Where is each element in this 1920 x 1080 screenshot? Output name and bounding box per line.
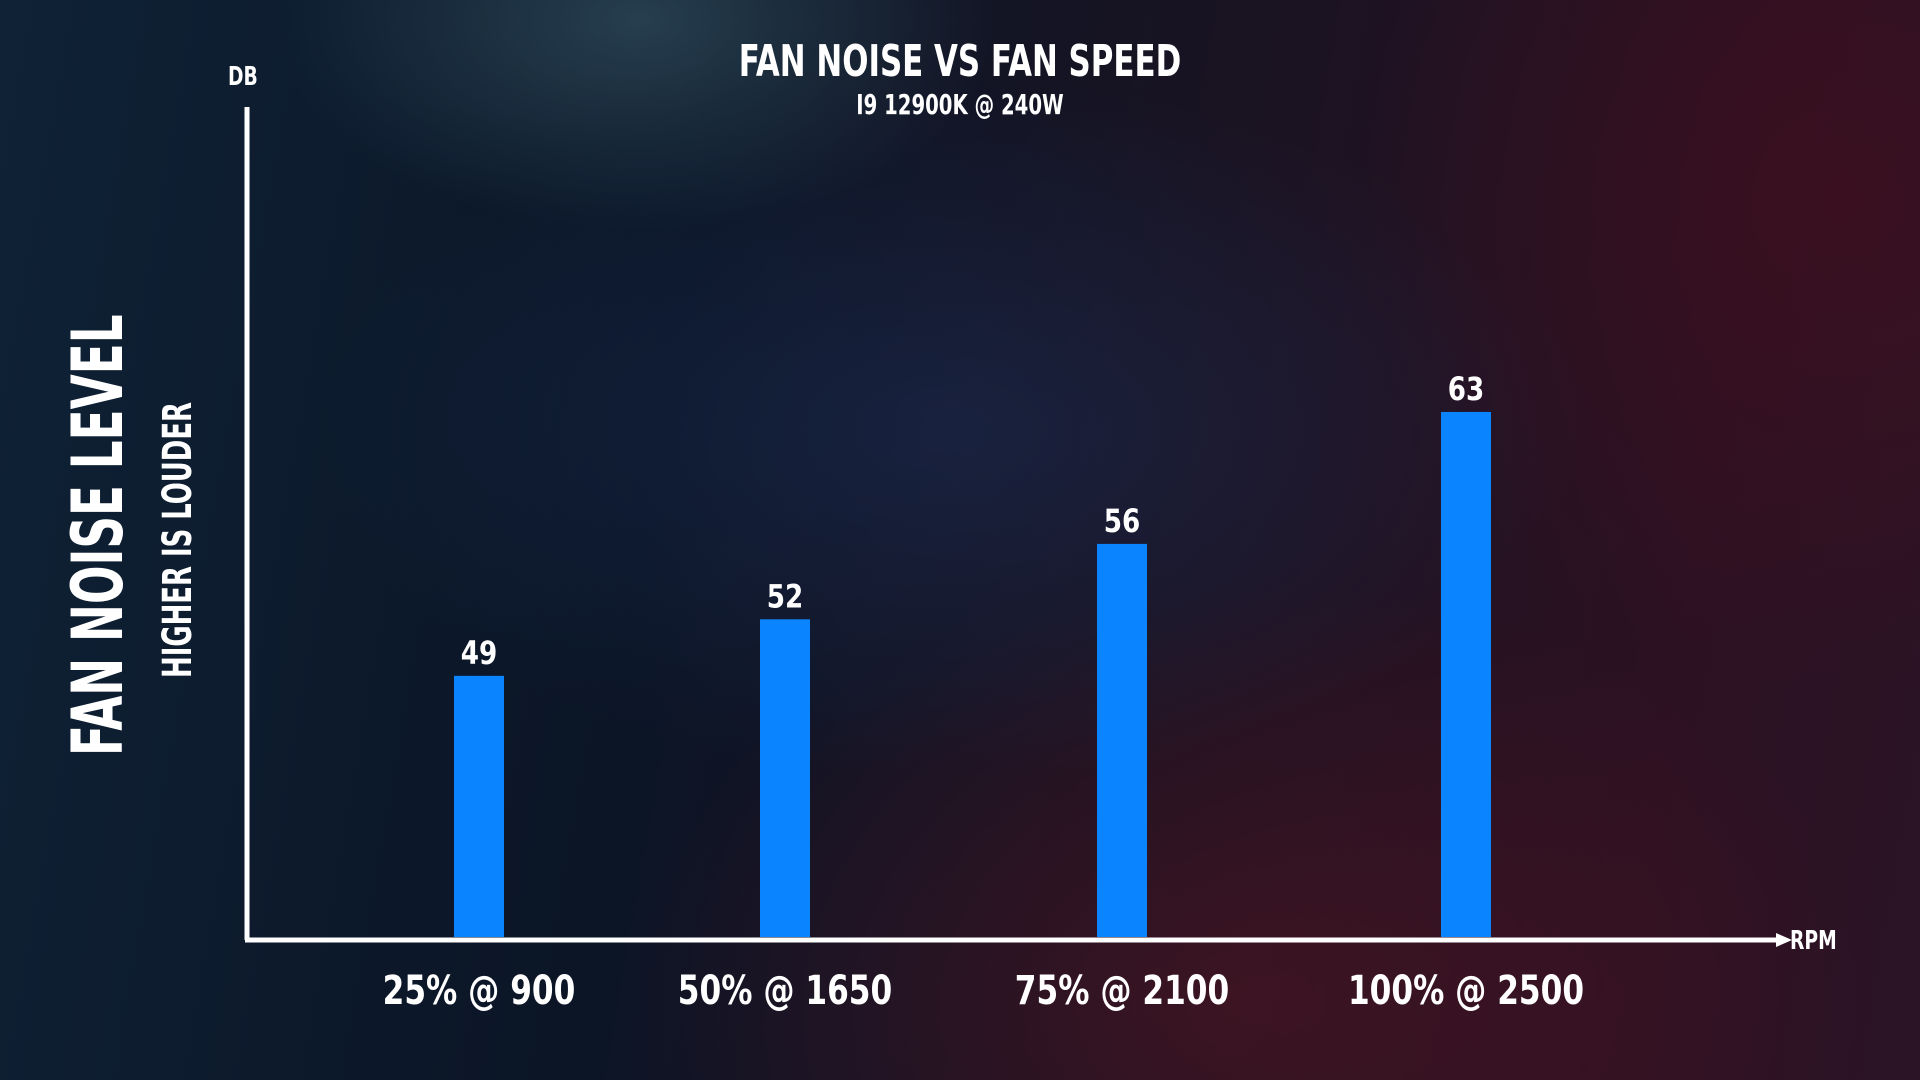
bar-value-label: 52: [767, 578, 804, 615]
x-axis-arrow-icon: [1776, 933, 1792, 947]
x-tick-label: 50% @ 1650: [678, 968, 892, 1014]
x-tick-label: 100% @ 2500: [1348, 968, 1584, 1014]
bar-2: [760, 619, 810, 937]
bar-1: [454, 675, 504, 937]
bars-group: 49 25% @ 900 52 50% @ 1650 56 75% @ 2100 63 100…: [383, 370, 1584, 1014]
chart-title: FAN NOISE VS FAN SPEED: [738, 36, 1182, 87]
bar-3: [1097, 543, 1147, 937]
x-tick-label: 75% @ 2100: [1015, 968, 1229, 1014]
bar-value-label: 49: [461, 634, 498, 671]
bar-value-label: 56: [1104, 502, 1141, 539]
bar-4: [1441, 411, 1491, 937]
x-axis-label: RPM: [1790, 926, 1837, 956]
y-axis-label: DB: [228, 62, 258, 92]
x-tick-label: 25% @ 900: [383, 968, 576, 1014]
chart-subtitle: I9 12900K @ 240W: [856, 88, 1064, 121]
bar-value-label: 63: [1448, 370, 1485, 407]
